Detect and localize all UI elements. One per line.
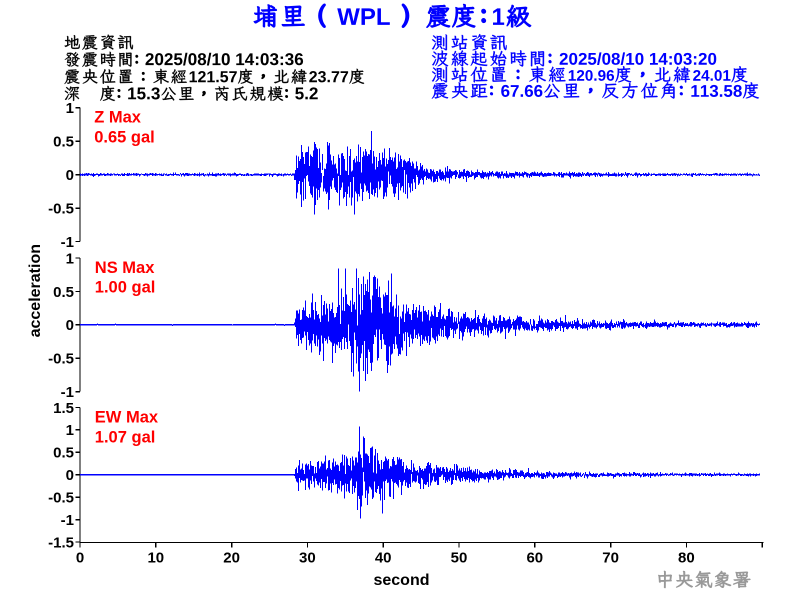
- svg-text:60: 60: [526, 550, 543, 567]
- svg-text:1.00 gal: 1.00 gal: [95, 279, 156, 297]
- svg-text:0: 0: [66, 167, 74, 184]
- svg-text:Z Max: Z Max: [94, 109, 142, 127]
- svg-text:-1.5: -1.5: [48, 534, 74, 551]
- svg-text:acceleration: acceleration: [27, 244, 44, 337]
- svg-text:1.07 gal: 1.07 gal: [95, 428, 156, 446]
- svg-text:NS Max: NS Max: [95, 259, 155, 277]
- svg-text:-1: -1: [61, 234, 74, 251]
- svg-text:20: 20: [223, 550, 240, 567]
- svg-text:30: 30: [299, 550, 316, 567]
- svg-text:0.65 gal: 0.65 gal: [94, 128, 155, 146]
- svg-text:-0.5: -0.5: [48, 490, 74, 507]
- svg-text:second: second: [373, 572, 429, 589]
- svg-text:-1: -1: [61, 512, 74, 529]
- svg-text:0.5: 0.5: [53, 445, 74, 462]
- svg-text:50: 50: [451, 550, 468, 567]
- svg-text:1: 1: [66, 250, 74, 267]
- svg-text:80: 80: [678, 550, 695, 567]
- svg-text:1: 1: [66, 422, 74, 439]
- svg-text:1.5: 1.5: [53, 400, 74, 417]
- svg-text:0: 0: [76, 550, 84, 567]
- svg-text:0: 0: [66, 467, 74, 484]
- svg-text:40: 40: [375, 550, 392, 567]
- svg-text:EW Max: EW Max: [95, 409, 159, 427]
- svg-text:-0.5: -0.5: [48, 351, 74, 368]
- svg-text:70: 70: [602, 550, 619, 567]
- svg-text:-1: -1: [61, 384, 74, 401]
- svg-text:-0.5: -0.5: [48, 201, 74, 218]
- svg-text:0.5: 0.5: [53, 134, 74, 151]
- svg-text:0: 0: [66, 317, 74, 334]
- svg-text:10: 10: [147, 550, 164, 567]
- svg-text:1: 1: [66, 100, 74, 117]
- svg-text:0.5: 0.5: [53, 284, 74, 301]
